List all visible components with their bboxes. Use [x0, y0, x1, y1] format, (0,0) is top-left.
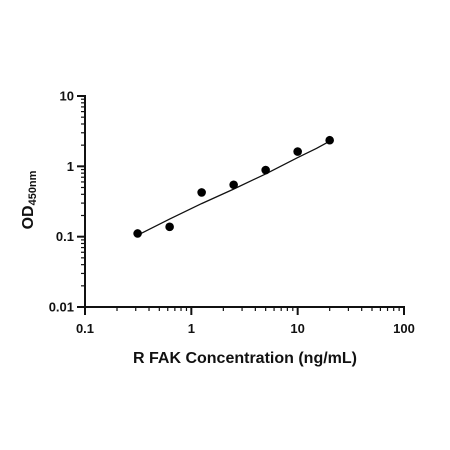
y-tick-label: 1 — [67, 159, 74, 174]
y-tick-label: 0.01 — [49, 300, 74, 315]
x-ticks: 0.1 1 10 100 — [76, 307, 415, 336]
x-axis-title: R FAK Concentration (ng/mL) — [133, 350, 357, 367]
axes — [84, 95, 405, 308]
data-points — [133, 135, 334, 238]
y-axis-title-sub: 450nm — [27, 170, 39, 205]
y-ticks: 0.01 0.1 1 10 — [49, 89, 85, 315]
y-axis-title-main: OD — [20, 205, 37, 229]
data-point — [133, 229, 142, 238]
x-tick-label: 100 — [393, 321, 415, 336]
data-point — [229, 180, 238, 190]
y-tick-label: 10 — [60, 89, 74, 104]
data-point — [197, 188, 206, 197]
data-point — [261, 165, 270, 175]
y-tick-label: 0.1 — [56, 229, 74, 244]
fit-curve — [137, 140, 331, 236]
data-point — [165, 222, 174, 232]
x-tick-label: 1 — [188, 321, 195, 336]
y-axis-title: OD450nm — [20, 170, 39, 229]
data-point — [325, 135, 334, 145]
data-point — [293, 147, 302, 156]
x-tick-label: 0.1 — [76, 321, 94, 336]
x-tick-label: 10 — [290, 321, 304, 336]
